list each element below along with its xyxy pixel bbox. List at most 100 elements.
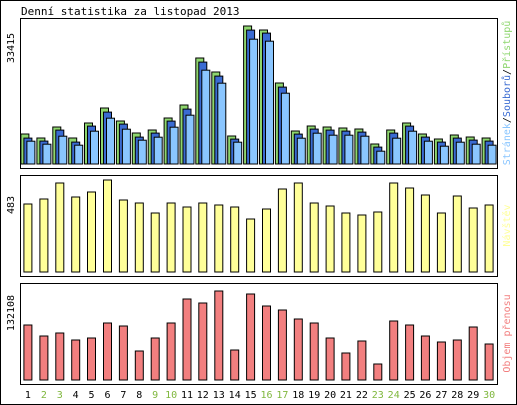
- day-label-16: 16: [260, 390, 272, 401]
- bar-hits-stranek-day-13: [217, 82, 227, 165]
- day-label-1: 1: [25, 390, 31, 401]
- bar-hits-stranek-day-29: [471, 143, 481, 165]
- day-label-3: 3: [57, 390, 63, 401]
- day-label-10: 10: [165, 390, 177, 401]
- side-label-part: /: [502, 117, 513, 123]
- day-label-27: 27: [435, 390, 447, 401]
- day-label-8: 8: [136, 390, 142, 401]
- panel-visits-frame: [20, 175, 498, 277]
- bar-volume-objem-day-3: [55, 332, 65, 381]
- bar-hits-stranek-day-11: [185, 114, 195, 165]
- panel-volume-side-label: Objem přenosu: [501, 294, 513, 372]
- bar-visits-navstev-day-3: [55, 182, 65, 273]
- bar-volume-objem-day-6: [103, 322, 112, 381]
- bar-volume-objem-day-20: [325, 337, 335, 381]
- day-label-7: 7: [120, 390, 126, 401]
- day-label-26: 26: [419, 390, 431, 401]
- day-label-13: 13: [213, 390, 225, 401]
- bar-hits-stranek-day-2: [42, 143, 52, 165]
- bar-volume-objem-day-21: [341, 352, 351, 381]
- bar-volume-objem-day-19: [309, 322, 319, 381]
- bar-volume-objem-day-7: [118, 325, 128, 381]
- bar-visits-navstev-day-13: [214, 204, 224, 273]
- bar-hits-stranek-day-22: [360, 135, 370, 165]
- bar-hits-stranek-day-18: [296, 137, 306, 165]
- panel-visits: 483 Návštěv: [6, 175, 513, 277]
- bar-volume-objem-day-4: [71, 339, 81, 381]
- bar-volume-objem-day-14: [230, 349, 240, 381]
- bar-visits-navstev-day-14: [230, 206, 240, 273]
- bar-volume-objem-day-10: [166, 322, 176, 381]
- bar-visits-navstev-day-1: [23, 203, 33, 273]
- bar-hits-stranek-day-10: [169, 126, 179, 165]
- bar-hits-stranek-day-27: [439, 145, 449, 165]
- bar-hits-stranek-day-9: [153, 136, 163, 165]
- panel-visits-side-label: Návštěv: [501, 204, 513, 246]
- bar-visits-navstev-day-25: [405, 187, 415, 273]
- bar-volume-objem-day-23: [373, 363, 383, 381]
- day-label-15: 15: [245, 390, 257, 401]
- bar-volume-objem-day-11: [182, 298, 192, 381]
- bar-hits-stranek-day-25: [408, 130, 418, 165]
- bar-hits-stranek-day-16: [265, 40, 274, 165]
- bar-visits-navstev-day-28: [452, 195, 462, 273]
- bar-volume-objem-day-2: [39, 335, 49, 381]
- panel-volume: 132108 Objem přenosu: [6, 283, 513, 385]
- bar-volume-objem-day-12: [198, 302, 208, 381]
- bar-visits-navstev-day-2: [39, 198, 49, 273]
- bar-hits-stranek-day-3: [58, 135, 68, 165]
- day-labels-group: 1 2 3 4 5 6 7 8 9 10 11 12 13 14 15 16 17 18 19 20 21 22 23 24 2…: [25, 390, 495, 401]
- bar-volume-objem-day-27: [436, 341, 446, 381]
- bar-visits-navstev-day-26: [420, 194, 430, 273]
- bar-hits-stranek-day-20: [328, 134, 338, 165]
- bar-visits-navstev-day-8: [134, 202, 144, 273]
- bar-volume-objem-day-29: [468, 326, 478, 381]
- bar-visits-navstev-day-12: [198, 202, 208, 273]
- day-label-11: 11: [181, 390, 193, 401]
- bar-hits-stranek-day-15: [249, 38, 259, 165]
- bar-hits-stranek-day-19: [312, 132, 322, 165]
- bar-hits-stranek-day-24: [392, 137, 402, 165]
- side-label-part: Návštěv: [501, 204, 513, 246]
- bar-visits-navstev-day-29: [468, 207, 478, 273]
- day-label-30: 30: [483, 390, 495, 401]
- day-label-21: 21: [340, 390, 352, 401]
- bar-hits-stranek-day-7: [121, 128, 131, 165]
- bar-visits-navstev-day-22: [357, 214, 367, 273]
- day-label-12: 12: [197, 390, 209, 401]
- bar-visits-navstev-day-11: [182, 206, 192, 273]
- bar-volume-objem-day-17: [277, 309, 287, 381]
- bar-volume-objem-day-16: [262, 305, 271, 381]
- bar-visits-navstev-day-9: [150, 212, 160, 273]
- day-label-9: 9: [152, 390, 158, 401]
- side-label-part: /: [502, 69, 513, 75]
- bar-hits-stranek-day-4: [74, 144, 84, 165]
- bar-visits-navstev-day-21: [341, 212, 351, 273]
- bar-visits-navstev-day-27: [436, 212, 446, 273]
- day-label-2: 2: [41, 390, 47, 401]
- side-label-part: Objem přenosu: [501, 294, 513, 372]
- bar-hits-stranek-day-12: [201, 69, 211, 165]
- day-label-19: 19: [308, 390, 320, 401]
- bar-visits-navstev-day-30: [484, 204, 494, 273]
- bar-hits-stranek-day-1: [26, 140, 36, 165]
- bar-hits-stranek-day-17: [280, 92, 290, 165]
- bar-volume-objem-day-13: [214, 290, 224, 381]
- day-label-14: 14: [229, 390, 241, 401]
- bar-visits-navstev-day-23: [373, 211, 383, 273]
- day-label-6: 6: [104, 390, 110, 401]
- panel-volume-max-label: 132108: [6, 295, 17, 331]
- bar-visits-navstev-day-16: [262, 208, 271, 273]
- bar-hits-stranek-day-23: [376, 150, 386, 165]
- bar-volume-objem-day-9: [150, 337, 160, 381]
- day-label-22: 22: [356, 390, 368, 401]
- bar-hits-stranek-day-28: [455, 141, 465, 165]
- chart-title: Denní statistika za listopad 2013: [21, 5, 240, 18]
- panel-hits-side-label: Stránek/Souborů/Přístupů: [501, 21, 513, 166]
- bar-visits-navstev-day-19: [309, 202, 319, 273]
- panel-volume-frame: [20, 283, 498, 385]
- day-label-18: 18: [292, 390, 304, 401]
